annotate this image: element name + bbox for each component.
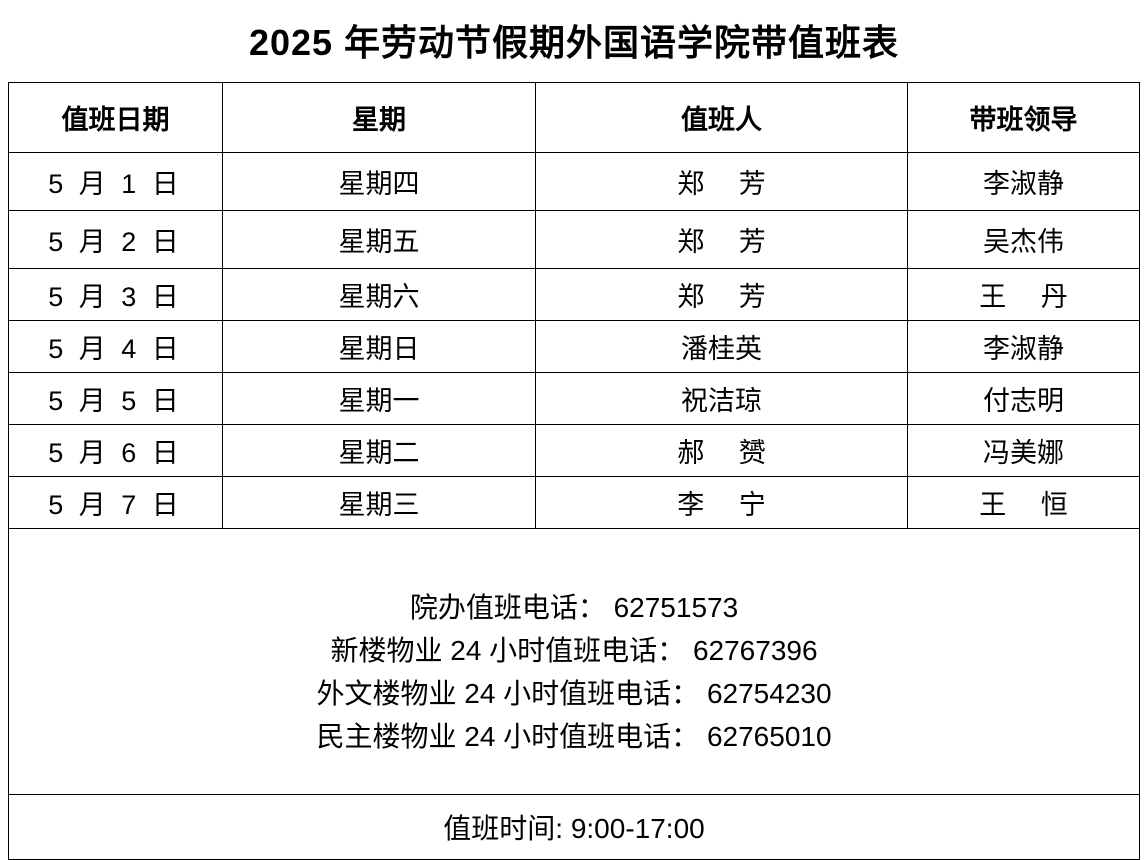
date-cell: 5 月 4 日 [8,320,223,373]
weekday-cell: 星期五 [222,210,536,269]
weekday-cell: 星期四 [222,152,536,211]
staff-cell: 郝 赟 [535,424,908,477]
duty-time-row: 值班时间: 9:00-17:00 [8,794,1140,860]
weekday-cell: 星期六 [222,268,536,321]
header-weekday: 星期 [222,82,536,153]
leader-cell: 李淑静 [907,320,1140,373]
phone-line: 外文楼物业 24 小时值班电话： 62754230 [316,677,832,709]
duty-time: 值班时间: 9:00-17:00 [8,794,1140,860]
weekday-cell: 星期二 [222,424,536,477]
staff-cell: 郑 芳 [535,210,908,269]
staff-cell: 郑 芳 [535,268,908,321]
date-cell: 5 月 1 日 [8,152,223,211]
date-cell: 5 月 6 日 [8,424,223,477]
leader-cell: 王 丹 [907,268,1140,321]
phone-line: 新楼物业 24 小时值班电话： 62767396 [330,634,818,666]
phone-line: 民主楼物业 24 小时值班电话： 62765010 [316,720,832,752]
table-row: 5 月 2 日星期五郑 芳吴杰伟 [8,210,1140,269]
phones-cell: 院办值班电话： 62751573 新楼物业 24 小时值班电话： 6276739… [8,528,1140,795]
leader-cell: 冯美娜 [907,424,1140,477]
staff-cell: 郑 芳 [535,152,908,211]
staff-cell: 潘桂英 [535,320,908,373]
phone-line: 院办值班电话： 62751573 [409,591,739,623]
header-leader: 带班领导 [907,82,1140,153]
table-row: 5 月 5 日星期一 祝洁琼 付志明 [8,372,1140,425]
duty-table: 值班日期 星期 值班人 带班领导 5 月 1 日星期四郑 芳李淑静 5 月 2 日… [8,82,1140,860]
table-row: 5 月 1 日星期四郑 芳李淑静 [8,152,1140,211]
weekday-cell: 星期一 [222,372,536,425]
weekday-cell: 星期三 [222,476,536,529]
weekday-cell: 星期日 [222,320,536,373]
header-date: 值班日期 [8,82,223,153]
staff-cell: 李 宁 [535,476,908,529]
header-staff: 值班人 [535,82,908,153]
table-header-row: 值班日期 星期 值班人 带班领导 [8,82,1140,153]
phones-row: 院办值班电话： 62751573 新楼物业 24 小时值班电话： 6276739… [8,528,1140,795]
leader-cell: 王 恒 [907,476,1140,529]
table-row: 5 月 3 日星期六郑 芳王 丹 [8,268,1140,321]
date-cell: 5 月 2 日 [8,210,223,269]
page-title: 2025 年劳动节假期外国语学院带值班表 [248,22,900,63]
staff-cell: 祝洁琼 [535,372,908,425]
leader-cell: 李淑静 [907,152,1140,211]
date-cell: 5 月 5 日 [8,372,223,425]
leader-cell: 吴杰伟 [907,210,1140,269]
leader-cell: 付志明 [907,372,1140,425]
table-row: 5 月 6 日星期二郝 赟冯美娜 [8,424,1140,477]
table-row: 5 月 4 日星期日 潘桂英 李淑静 [8,320,1140,373]
date-cell: 5 月 3 日 [8,268,223,321]
date-cell: 5 月 7 日 [8,476,223,529]
table-row: 5 月 7 日星期三李 宁王 恒 [8,476,1140,529]
